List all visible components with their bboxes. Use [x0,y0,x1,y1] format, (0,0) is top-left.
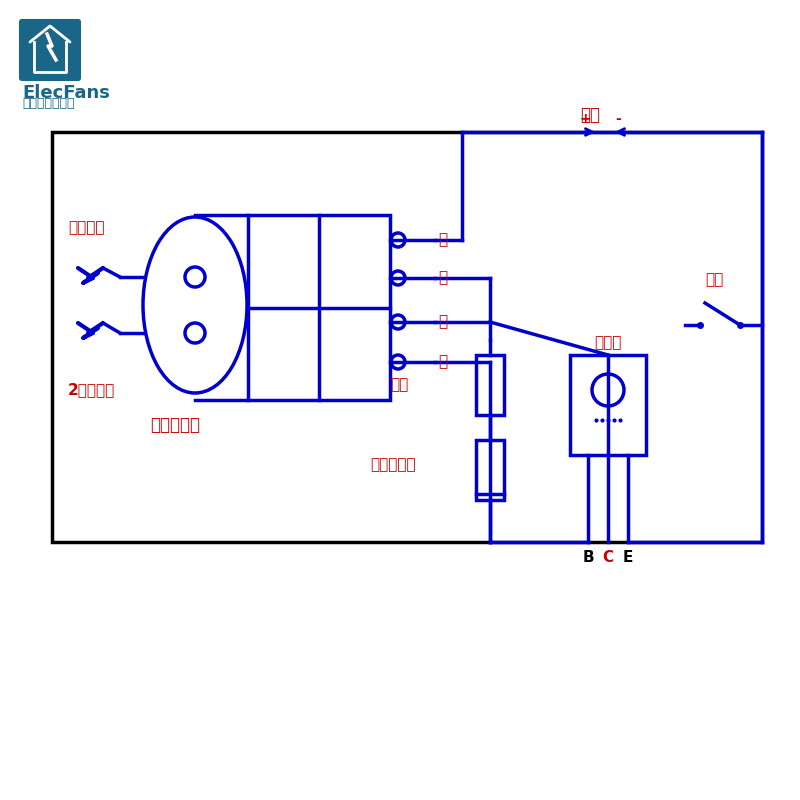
Bar [476,355,504,415]
Text: ElecFans: ElecFans [22,84,110,102]
FancyBboxPatch shape [20,20,80,80]
Text: E: E [623,550,633,565]
Bar [248,215,390,400]
Text: 电阵: 电阵 [390,378,408,393]
Text: 高频变压器: 高频变压器 [150,416,200,434]
Text: 细: 细 [438,270,447,286]
Text: 高压输出: 高压输出 [68,221,105,235]
Text: 电子爱好者之家: 电子爱好者之家 [22,97,74,110]
Text: 细: 细 [438,354,447,370]
Bar [570,355,646,455]
Text: 开关: 开关 [705,273,723,287]
Text: 快复二极管: 快复二极管 [370,458,416,473]
Text: 粗: 粗 [438,233,447,247]
Bar [476,440,504,500]
Text: 供电: 供电 [580,106,600,124]
Text: -: - [615,112,621,126]
Text: +: + [579,112,591,126]
Text: 三极管: 三极管 [594,335,622,350]
Text: 2根带皮线: 2根带皮线 [68,382,115,398]
Text: B: B [582,550,594,565]
Text: 粗: 粗 [438,314,447,330]
Text: C: C [602,550,614,565]
